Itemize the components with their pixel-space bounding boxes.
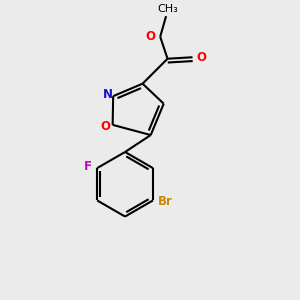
- Text: O: O: [146, 30, 156, 43]
- Text: Br: Br: [158, 195, 173, 208]
- Text: N: N: [103, 88, 113, 101]
- Text: F: F: [84, 160, 92, 173]
- Text: O: O: [196, 51, 206, 64]
- Text: O: O: [100, 120, 110, 133]
- Text: CH₃: CH₃: [157, 4, 178, 14]
